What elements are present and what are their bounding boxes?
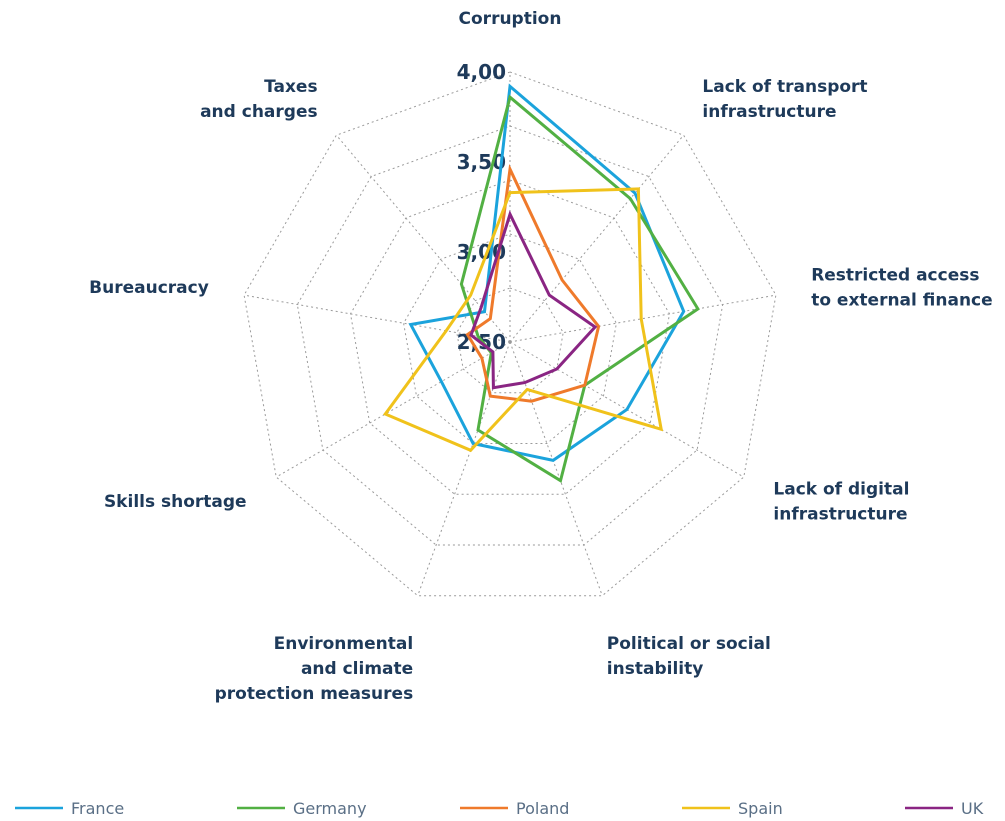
category-label-line: to external finance <box>811 290 992 310</box>
category-label-line: Lack of digital <box>773 480 909 500</box>
category-label-line: and charges <box>200 102 318 122</box>
radar-grid <box>243 71 777 597</box>
category-label: Bureaucracy <box>89 278 209 298</box>
category-label: Restricted access to external finance <box>811 265 992 310</box>
category-label-line: Taxes <box>264 77 318 97</box>
legend-item-germany: Germany <box>237 799 367 818</box>
category-label-line: instability <box>607 659 704 679</box>
legend-item-spain: Spain <box>682 799 783 818</box>
legend-label: Poland <box>516 799 569 818</box>
category-label: Taxes and charges <box>200 77 318 122</box>
category-label: Skills shortage <box>104 492 247 512</box>
radial-tick-labels: 2,503,003,504,00 <box>457 60 506 354</box>
radial-tick-label: 4,00 <box>457 60 506 84</box>
category-label-line: Environmental <box>274 634 414 654</box>
legend-label: Spain <box>738 799 783 818</box>
legend-label: France <box>71 799 124 818</box>
series-line-france <box>408 83 686 463</box>
category-label-line: and climate <box>301 659 413 679</box>
category-label-line: infrastructure <box>702 102 836 122</box>
grid-spoke <box>275 341 511 478</box>
grid-spoke <box>509 341 603 596</box>
grid-spoke <box>509 294 776 343</box>
category-label-line: Corruption <box>459 9 562 29</box>
category-label-line: infrastructure <box>773 505 907 525</box>
series-line-germany <box>459 94 700 484</box>
legend: France Germany Poland Spain UK <box>15 799 984 818</box>
series-line-spain <box>382 187 664 453</box>
legend-label: UK <box>961 799 984 818</box>
series-lines <box>382 83 700 484</box>
category-label: Political or social instability <box>607 634 771 679</box>
category-label: Lack of transport infrastructure <box>702 77 867 122</box>
grid-ring <box>296 125 724 546</box>
category-label-line: Lack of transport <box>702 77 867 97</box>
grid-ring <box>456 287 564 394</box>
legend-label: Germany <box>293 799 367 818</box>
category-label: Lack of digital infrastructure <box>773 480 909 525</box>
radial-tick-label: 3,50 <box>457 150 506 174</box>
category-label: Corruption <box>459 9 562 29</box>
legend-item-poland: Poland <box>460 799 569 818</box>
grid-ring <box>403 233 617 444</box>
category-labels: Corruption Lack of transport infrastructur… <box>89 9 993 704</box>
grid-ring <box>349 179 671 495</box>
grid-spoke <box>417 341 511 596</box>
series-line-poland <box>465 163 601 403</box>
category-label-line: Restricted access <box>811 265 979 285</box>
category-label-line: protection measures <box>215 684 414 704</box>
grid-ring <box>243 71 777 597</box>
category-label-line: Bureaucracy <box>89 278 209 298</box>
grid-spoke <box>509 134 684 343</box>
legend-item-france: France <box>15 799 124 818</box>
category-label-line: Skills shortage <box>104 492 247 512</box>
category-label: Environmental and climate protection measu… <box>215 634 414 704</box>
legend-item-uk: UK <box>905 799 984 818</box>
category-label-line: Political or social <box>607 634 771 654</box>
series-line-uk <box>469 210 598 390</box>
